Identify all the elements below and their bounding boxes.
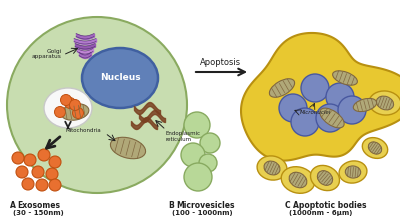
Ellipse shape (61, 104, 89, 120)
Circle shape (184, 163, 212, 191)
Circle shape (70, 99, 80, 110)
Text: B: B (168, 200, 174, 209)
Circle shape (36, 179, 48, 191)
Ellipse shape (345, 166, 361, 178)
Text: (1000nm - 6μm): (1000nm - 6μm) (289, 210, 352, 216)
Circle shape (38, 149, 50, 161)
Ellipse shape (339, 161, 367, 183)
Text: (30 - 150nm): (30 - 150nm) (13, 210, 64, 216)
Circle shape (12, 152, 24, 164)
Ellipse shape (44, 88, 92, 128)
Text: Exosomes: Exosomes (17, 200, 60, 209)
Circle shape (199, 154, 217, 172)
Circle shape (316, 104, 344, 132)
Circle shape (291, 108, 319, 136)
Ellipse shape (7, 17, 187, 193)
Circle shape (338, 96, 366, 124)
Circle shape (200, 133, 220, 153)
Ellipse shape (82, 48, 158, 108)
Circle shape (301, 74, 329, 102)
Ellipse shape (264, 161, 280, 175)
Text: Apoptotic bodies: Apoptotic bodies (293, 200, 366, 209)
Ellipse shape (289, 172, 307, 188)
Ellipse shape (310, 165, 340, 191)
Ellipse shape (320, 108, 344, 128)
Ellipse shape (368, 142, 382, 154)
Ellipse shape (369, 91, 400, 115)
Polygon shape (241, 33, 400, 161)
Text: Golgi
apparatus: Golgi apparatus (32, 49, 62, 59)
Ellipse shape (362, 138, 388, 158)
Circle shape (49, 156, 61, 168)
Circle shape (64, 97, 76, 108)
Text: Micronuclei: Micronuclei (300, 110, 331, 114)
Ellipse shape (333, 71, 357, 85)
Circle shape (22, 178, 34, 190)
Circle shape (181, 143, 205, 167)
Circle shape (49, 179, 61, 191)
Circle shape (46, 168, 58, 180)
Ellipse shape (269, 79, 295, 97)
Ellipse shape (257, 156, 287, 180)
Circle shape (60, 95, 72, 106)
Text: Apoptosis: Apoptosis (200, 58, 242, 67)
Circle shape (54, 106, 66, 118)
Circle shape (24, 154, 36, 166)
Ellipse shape (353, 98, 377, 112)
Ellipse shape (376, 96, 394, 110)
Text: (100 - 1000nm): (100 - 1000nm) (172, 210, 233, 216)
Text: Nucleus: Nucleus (100, 73, 140, 82)
Ellipse shape (110, 137, 146, 159)
Text: A: A (10, 200, 16, 209)
Circle shape (326, 83, 354, 111)
Text: Endoplasmic
reticulum: Endoplasmic reticulum (165, 131, 200, 142)
Circle shape (32, 166, 44, 178)
Circle shape (279, 94, 307, 122)
Text: Microvesicles: Microvesicles (176, 200, 234, 209)
Ellipse shape (317, 171, 333, 185)
Circle shape (72, 108, 84, 118)
Text: Mitochondria: Mitochondria (65, 127, 101, 133)
Circle shape (184, 112, 210, 138)
Text: C: C (285, 200, 291, 209)
Ellipse shape (281, 167, 315, 193)
Circle shape (16, 166, 28, 178)
